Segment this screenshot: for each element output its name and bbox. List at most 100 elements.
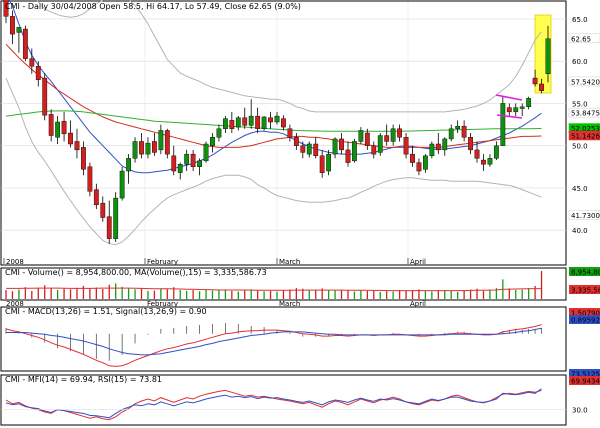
volume-panel-title: CMI - Volume() = 8,954,800.00, MA(Volume… (5, 268, 267, 277)
price-gridlines (1, 2, 566, 264)
candle-body (435, 143, 441, 151)
macd-right-label-box (569, 308, 600, 317)
price-tick-label: 55.0 (572, 100, 588, 108)
macd-panel-frame (0, 306, 567, 372)
annotation-lines (495, 94, 523, 119)
macd-line (6, 327, 542, 356)
candle-body (410, 153, 415, 163)
oscillator-right-label-box (569, 369, 600, 378)
candle-body (390, 128, 396, 142)
candle-body (248, 115, 254, 126)
candle-body (506, 107, 512, 113)
price-panel-title: CMI - Daily 30/04/2008 Open 58.5, Hi 64.… (5, 2, 301, 11)
macd-line (5, 324, 542, 367)
candle-body (371, 145, 377, 155)
candle-body (190, 153, 196, 168)
candle-body (119, 170, 125, 199)
candle-body (87, 166, 93, 192)
oscillator-panel-title: CMI - MFI(14) = 69.94, RSI(15) = 73.81 (5, 375, 162, 384)
candle-body (326, 153, 332, 172)
volume-x-label: February (147, 300, 178, 308)
candle-body (468, 137, 473, 151)
candle-body (255, 115, 261, 129)
candle-body (132, 141, 138, 159)
volume-right-label-box (569, 285, 600, 294)
price-tick-label: 40.0 (572, 227, 588, 235)
price-right-label: 52.0253 (571, 125, 600, 133)
volume-x-labels: 2008 February March April (6, 300, 426, 308)
macd-right-label: 0.895924 (571, 317, 600, 325)
oscillator-right-label: 69.9434 (571, 378, 600, 386)
oscillator-tick-label: 30.0 (572, 407, 588, 415)
candle-body (539, 83, 544, 91)
price-right-label-box (568, 130, 600, 141)
candle-body (42, 77, 48, 116)
price-tick-label: 60.0 (572, 58, 588, 66)
candle-body (332, 138, 338, 155)
price-right-label: 57.5420 (571, 78, 600, 86)
candle-body (3, 0, 9, 17)
oscillator-right-label: 73.5125 (571, 371, 600, 379)
x-tick-label: 2008 (6, 258, 24, 266)
x-tick-label: April (410, 258, 426, 266)
oscillator-lines (5, 388, 542, 421)
candle-body (29, 58, 35, 67)
candle-body (197, 160, 202, 168)
candle-body (306, 143, 312, 155)
candle-body (10, 16, 15, 35)
candle-body (532, 77, 538, 85)
candle-body (216, 128, 222, 138)
candle-body (313, 143, 319, 157)
candle-body (281, 118, 286, 128)
candle-body (55, 121, 61, 138)
macd-right-labels: 1.5079000.895924 (569, 308, 600, 325)
candle-body (481, 159, 486, 165)
candle-body (487, 158, 493, 165)
candle-body (171, 155, 177, 172)
candle-body (16, 27, 22, 33)
candle-body (545, 38, 551, 75)
price-right-label: 41.7300 (571, 212, 600, 220)
indicator-line (5, 77, 542, 246)
candle-body (416, 162, 422, 172)
candle-body (106, 216, 112, 239)
candle-body (235, 117, 241, 128)
candle-body (287, 128, 293, 138)
candle-body (35, 66, 41, 80)
candle-body (145, 142, 151, 155)
candle-body (461, 126, 467, 138)
candle-body (384, 135, 390, 142)
candle-body (93, 189, 99, 206)
candle-body (126, 158, 131, 172)
candle-body (274, 115, 280, 123)
candle-body (100, 202, 106, 218)
candle-body (423, 155, 428, 170)
candle-body (268, 117, 273, 123)
price-panel-frame (0, 0, 567, 266)
candle-body (519, 106, 525, 109)
oscillator-line (5, 388, 542, 419)
candle-body (397, 128, 402, 138)
candle-body (222, 118, 228, 129)
volume-right-label: 8,954,80 (571, 269, 600, 277)
x-tick-label: February (147, 258, 178, 266)
price-right-label-box (568, 107, 600, 118)
candle-body (210, 137, 215, 146)
price-tick-label: 65.0 (572, 16, 588, 24)
candle-body (261, 116, 267, 129)
volume-x-label: March (279, 300, 300, 308)
candle-body (293, 137, 299, 146)
volume-bars (5, 271, 543, 299)
oscillator-axis: 30.0 (1, 407, 588, 415)
candle-body (526, 98, 532, 108)
candle-body (474, 149, 480, 159)
candle-body (513, 107, 519, 113)
candle-body (403, 137, 409, 155)
macd-panel-title: CMI - MACD(13,26) = 1.51, Signal(13,26,9… (5, 307, 207, 316)
price-right-label: 51.1426 (571, 133, 600, 141)
candle-body (377, 135, 383, 153)
candle-body (203, 143, 209, 162)
candle-body (448, 128, 454, 140)
